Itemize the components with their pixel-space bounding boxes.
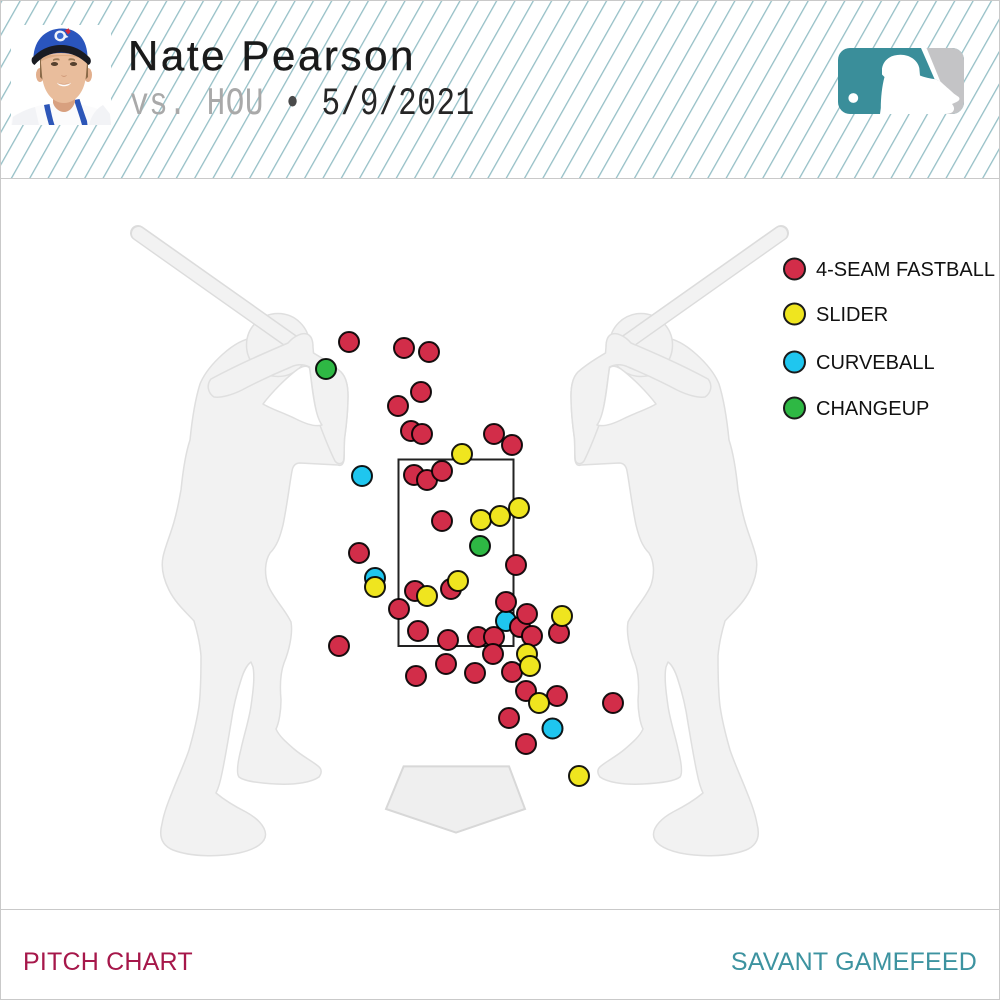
svg-text:CHANGEUP: CHANGEUP	[816, 398, 929, 420]
svg-text:SLIDER: SLIDER	[816, 304, 888, 326]
svg-text:4-SEAM FASTBALL: 4-SEAM FASTBALL	[816, 259, 995, 281]
svg-text:CURVEBALL: CURVEBALL	[816, 352, 935, 374]
